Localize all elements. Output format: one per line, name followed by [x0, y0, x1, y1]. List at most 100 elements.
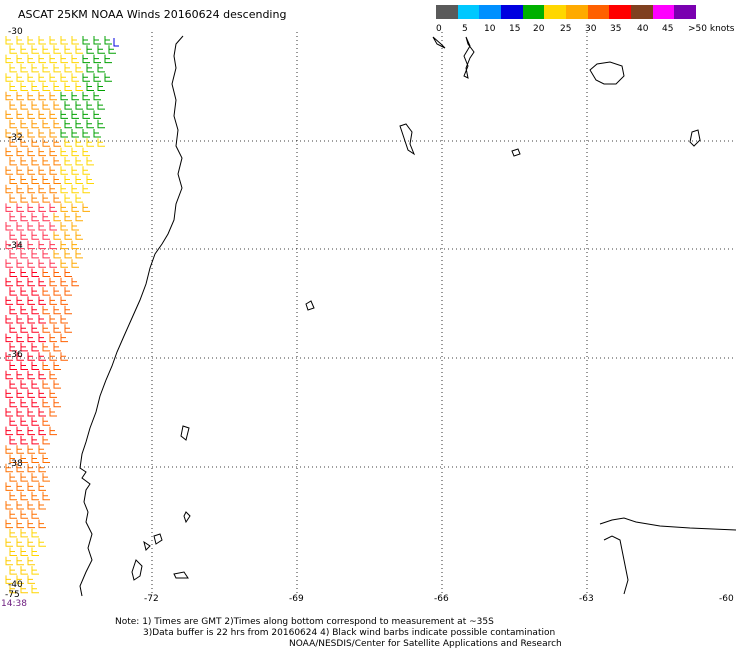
wind-barb	[16, 184, 24, 194]
wind-barb	[9, 249, 17, 259]
scale-label: >50 knots	[688, 24, 735, 34]
wind-barb	[31, 138, 39, 147]
wind-barb	[38, 166, 46, 175]
wind-barb	[20, 194, 28, 203]
wind-barb	[60, 129, 68, 138]
wind-barb	[49, 259, 57, 268]
wind-barb	[5, 240, 13, 250]
wind-barb	[16, 36, 24, 45]
wind-barb	[9, 417, 17, 426]
scale-swatch	[587, 5, 610, 19]
wind-barb	[5, 184, 13, 194]
wind-barb	[60, 91, 68, 101]
wind-barb	[9, 435, 17, 445]
wind-barb	[64, 212, 72, 222]
wind-barb	[53, 342, 61, 352]
wind-barb	[97, 119, 105, 129]
wind-barb	[104, 36, 112, 45]
wind-barb	[82, 166, 90, 175]
wind-barb	[38, 408, 46, 417]
wind-barb	[9, 454, 17, 463]
wind-barb	[5, 408, 13, 417]
wind-barb	[20, 249, 28, 259]
wind-barb	[20, 119, 28, 129]
wind-barb	[38, 240, 46, 250]
lat-label: -30	[8, 27, 23, 37]
wind-barb	[49, 352, 57, 361]
wind-barb	[49, 129, 57, 138]
wind-barb	[16, 166, 24, 175]
wind-barb	[97, 82, 105, 91]
wind-barb	[71, 129, 79, 138]
wind-barb	[31, 566, 39, 575]
wind-barb	[20, 305, 28, 315]
wind-barb	[16, 575, 24, 584]
wind-barb	[38, 54, 46, 64]
wind-barb	[31, 231, 39, 240]
wind-barb	[97, 101, 105, 110]
wind-barb	[86, 138, 94, 147]
wind-barb	[60, 166, 68, 175]
wind-barb	[16, 296, 24, 305]
wind-barb	[42, 212, 50, 222]
wind-barb	[71, 184, 79, 194]
scale-swatch	[544, 5, 567, 19]
wind-barb	[60, 333, 68, 343]
wind-barb	[64, 305, 72, 315]
wind-barb	[16, 501, 24, 510]
wind-barb	[49, 240, 57, 250]
wind-barb	[53, 380, 61, 389]
wind-barb	[53, 361, 61, 370]
wind-barb	[64, 249, 72, 259]
scale-label: 20	[533, 24, 545, 34]
wind-barb	[31, 45, 39, 54]
wind-barb	[38, 129, 46, 138]
wind-barb	[38, 426, 46, 436]
wind-barb	[20, 82, 28, 91]
wind-barb	[20, 175, 28, 184]
wind-barb	[16, 333, 24, 343]
wind-barb	[5, 54, 13, 64]
wind-barb	[16, 147, 24, 157]
wind-barb	[20, 324, 28, 333]
wind-barb	[27, 556, 35, 566]
wind-barb	[38, 277, 46, 287]
wind-barb	[82, 147, 90, 157]
scale-swatch	[522, 5, 545, 19]
wind-barb	[38, 519, 46, 529]
wind-barb	[86, 119, 94, 129]
lon-label: -69	[289, 594, 304, 604]
wind-barb	[86, 156, 94, 166]
note-line-2: 3)Data buffer is 22 hrs from 20160624 4)…	[143, 628, 556, 638]
wind-barb	[9, 231, 17, 240]
wind-barb	[42, 380, 50, 389]
wind-barb	[5, 538, 13, 547]
wind-barb	[38, 147, 46, 157]
wind-barb	[20, 380, 28, 389]
wind-barb	[53, 231, 61, 240]
wind-barb	[9, 45, 17, 54]
wind-barb	[75, 45, 83, 54]
wind-barb	[49, 315, 57, 324]
wind-barb	[27, 463, 35, 473]
wind-barb	[16, 370, 24, 380]
wind-barb	[60, 54, 68, 64]
wind-barb	[9, 342, 17, 352]
wind-barb	[5, 166, 13, 175]
wind-barb	[9, 63, 17, 73]
wind-barb	[31, 101, 39, 110]
wind-barb	[49, 277, 57, 287]
wind-barb	[38, 445, 46, 454]
scale-swatch	[631, 5, 654, 19]
wind-barb	[16, 240, 24, 250]
scale-swatch	[501, 5, 524, 19]
wind-barb	[93, 110, 101, 119]
wind-barb	[20, 510, 28, 519]
wind-barb	[27, 408, 35, 417]
wind-barb	[31, 380, 39, 389]
wind-barb	[53, 119, 61, 129]
wind-barb	[5, 129, 13, 138]
wind-barb	[64, 101, 72, 110]
lon-label: -72	[144, 594, 159, 604]
wind-barb	[31, 212, 39, 222]
